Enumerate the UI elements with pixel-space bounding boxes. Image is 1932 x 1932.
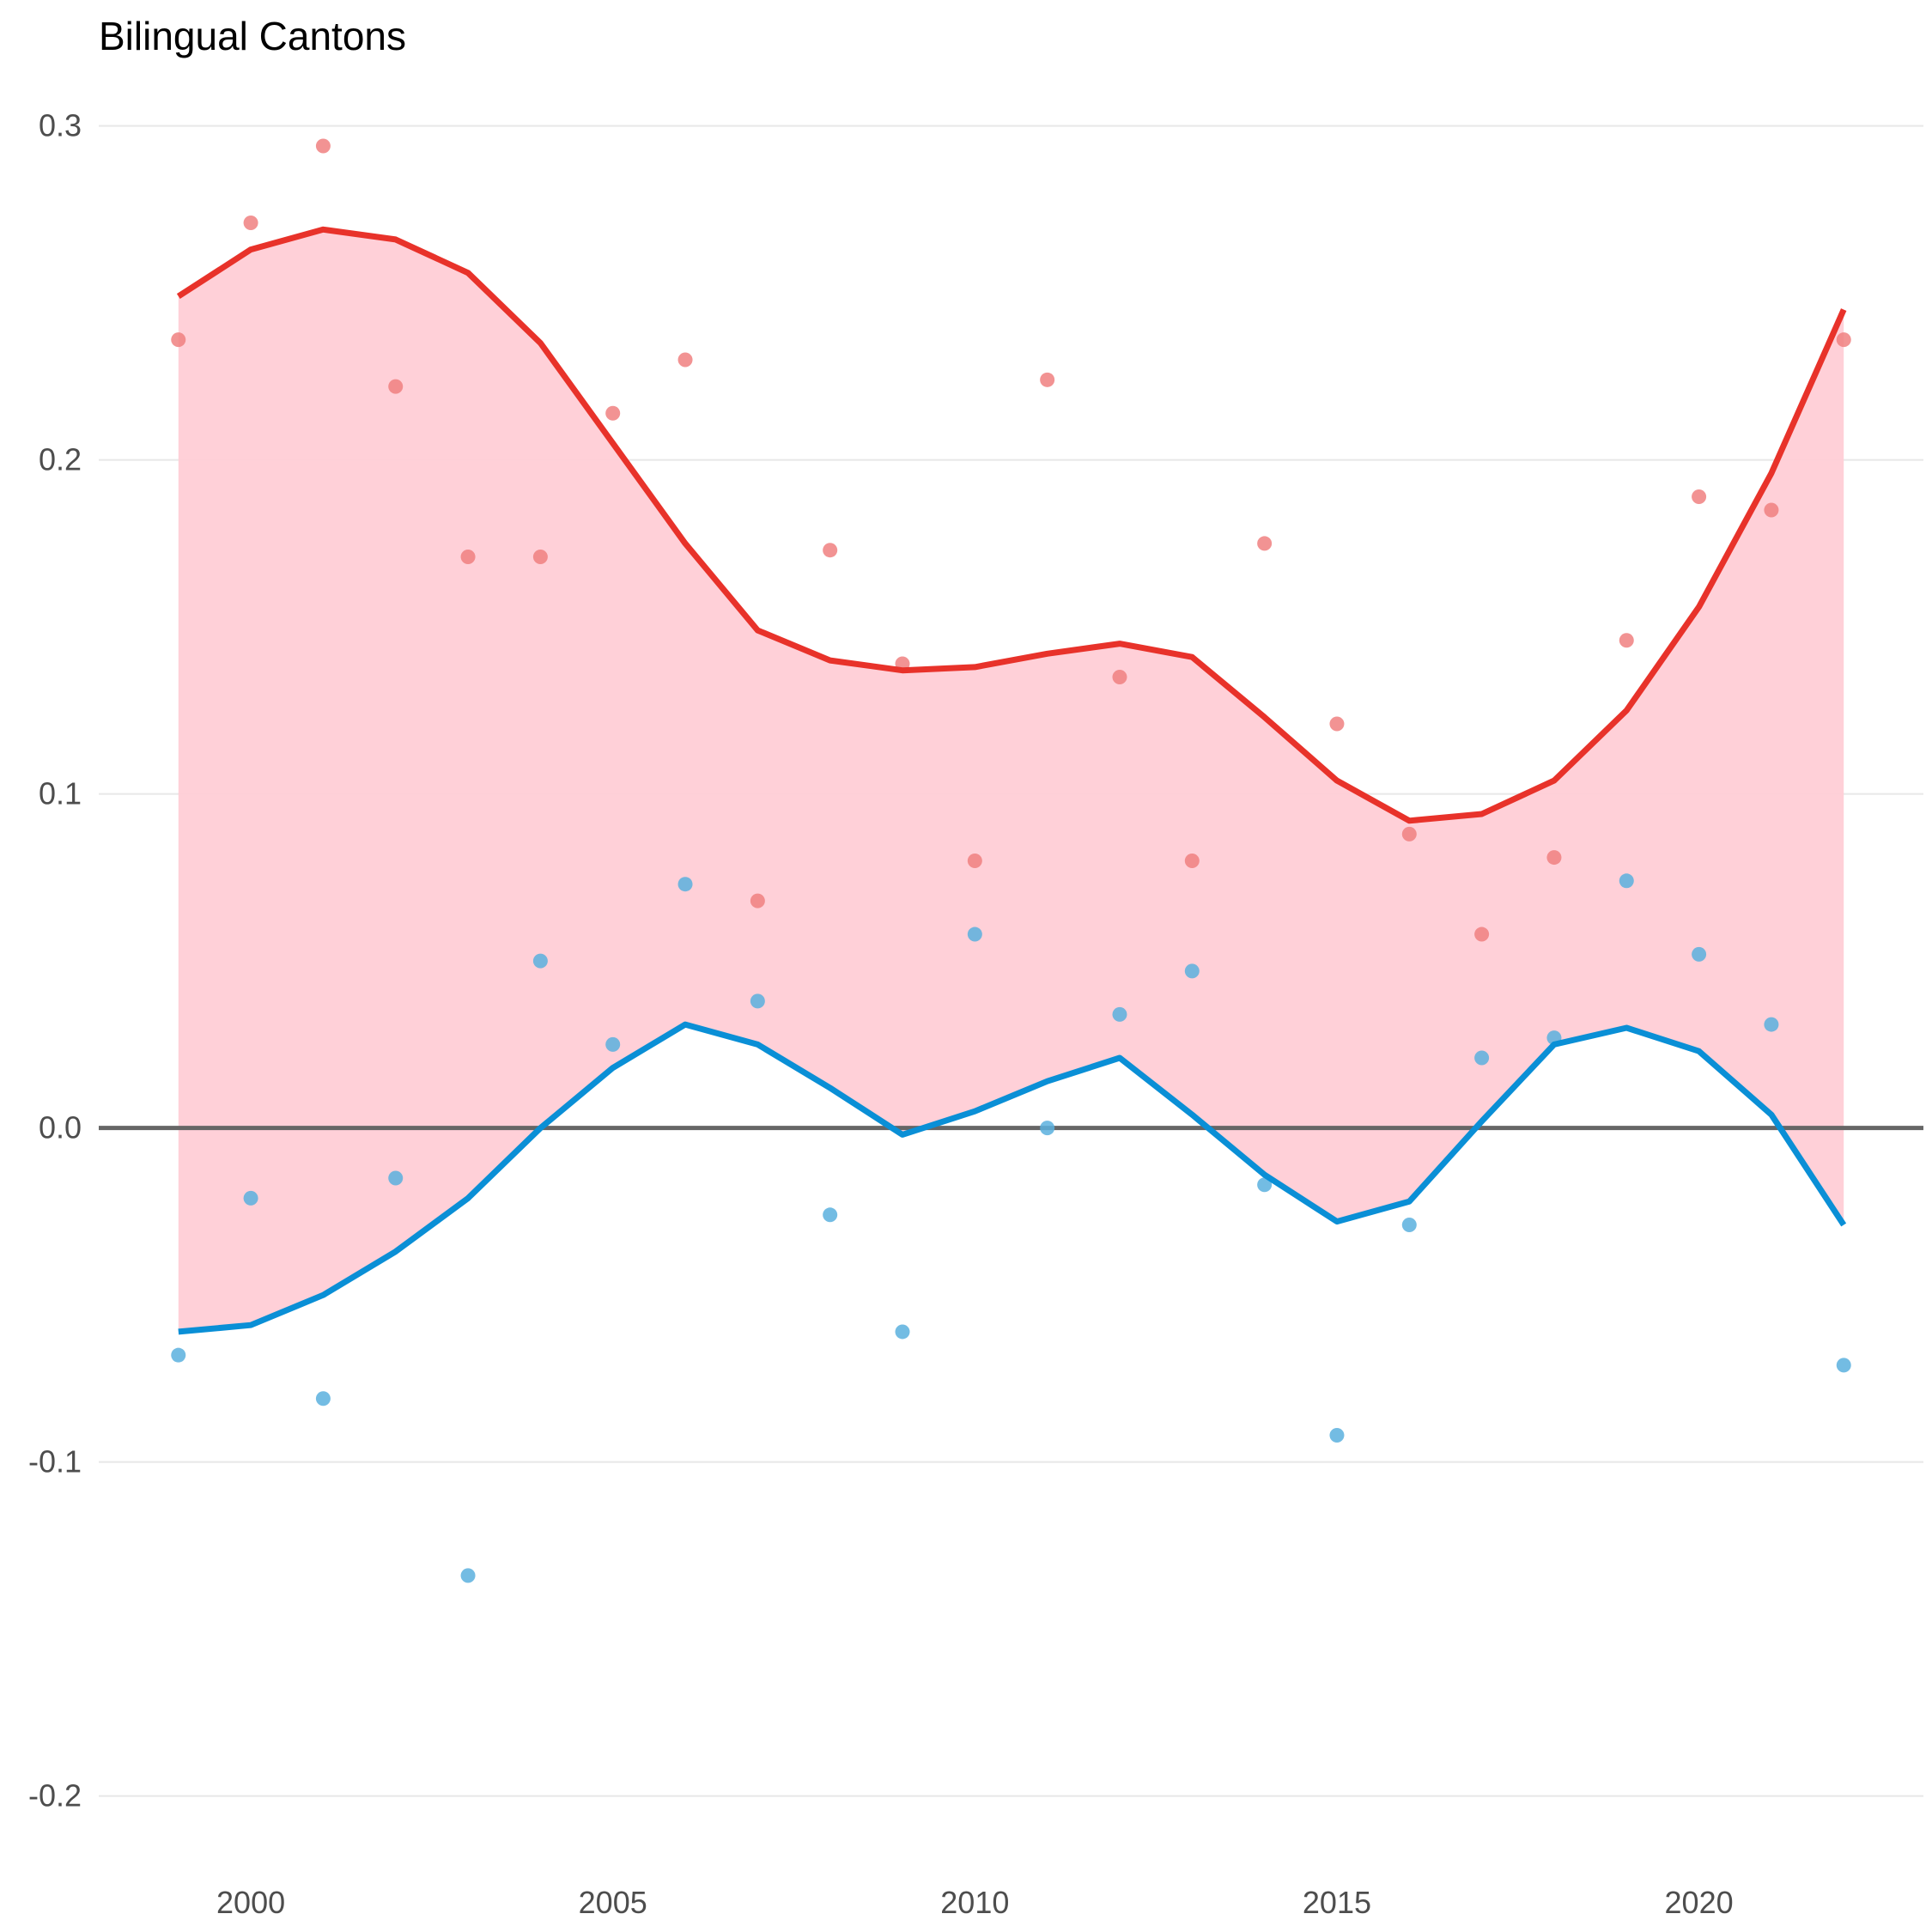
upper-point-2022: [1836, 332, 1851, 348]
upper-point-2002: [388, 379, 404, 394]
lower-point-2005: [605, 1036, 621, 1052]
lower-point-2000: [243, 1190, 258, 1206]
lower-point-2009: [895, 1324, 910, 1340]
y-tick-label: 0.2: [39, 442, 82, 477]
y-axis-ticks: -0.2 -0.1 0.0 0.1 0.2 0.3: [28, 108, 82, 1814]
lower-point-2002: [388, 1170, 404, 1186]
lower-point-2013: [1184, 963, 1200, 979]
y-tick-label: 0.0: [39, 1110, 82, 1145]
lower-point-2021: [1764, 1017, 1779, 1032]
upper-point-2020: [1692, 489, 1707, 504]
lower-point-2011: [1040, 1121, 1055, 1136]
lower-series-line: [178, 1021, 1847, 1335]
lower-points: [171, 873, 1851, 1583]
lower-point-2012: [1112, 1006, 1127, 1022]
lower-point-2001: [315, 1391, 331, 1406]
lower-point-2016: [1401, 1217, 1417, 1232]
upper-point-2018: [1546, 850, 1562, 866]
upper-points: [171, 138, 1851, 942]
y-tick-label: -0.1: [28, 1444, 82, 1479]
upper-point-1999: [171, 332, 186, 348]
upper-point-2021: [1764, 502, 1779, 518]
y-tick-label: 0.3: [39, 108, 82, 143]
upper-point-2017: [1474, 927, 1490, 942]
lower-point-2003: [460, 1568, 476, 1583]
x-tick-label: 2005: [579, 1885, 647, 1920]
lower-point-2010: [967, 927, 982, 942]
upper-point-2013: [1184, 853, 1200, 868]
x-axis-ticks: 2000 2005 2010 2015 2020: [216, 1885, 1734, 1920]
x-tick-label: 2010: [940, 1885, 1009, 1920]
chart-title: Bilingual Cantons: [99, 14, 406, 58]
upper-point-2005: [605, 405, 621, 421]
lower-point-2014: [1257, 1177, 1273, 1193]
upper-point-2001: [315, 138, 331, 154]
x-tick-label: 2020: [1665, 1885, 1734, 1920]
lower-point-2019: [1619, 873, 1634, 889]
upper-point-2012: [1112, 670, 1127, 685]
upper-point-2007: [750, 893, 765, 908]
upper-point-2011: [1040, 372, 1055, 387]
upper-point-2015: [1329, 716, 1345, 732]
lower-point-1999: [171, 1347, 186, 1363]
upper-point-2014: [1257, 536, 1273, 551]
x-tick-label: 2015: [1303, 1885, 1371, 1920]
upper-point-2006: [677, 352, 693, 368]
lower-point-2020: [1692, 946, 1707, 962]
upper-point-2000: [243, 215, 258, 230]
lower-point-2004: [532, 953, 548, 969]
upper-point-2004: [532, 549, 548, 564]
lower-point-2007: [750, 993, 765, 1009]
lower-point-2008: [823, 1207, 838, 1223]
lower-point-2022: [1836, 1358, 1851, 1373]
upper-point-2008: [823, 543, 838, 558]
lower-point-2006: [677, 877, 693, 892]
lower-point-2017: [1474, 1050, 1490, 1066]
lower-point-2015: [1329, 1428, 1345, 1443]
upper-point-2019: [1619, 633, 1634, 648]
upper-point-2010: [967, 853, 982, 868]
y-tick-label: -0.2: [28, 1778, 82, 1814]
y-tick-label: 0.1: [39, 776, 82, 811]
upper-point-2016: [1401, 826, 1417, 841]
range-ribbon: [178, 229, 1844, 1332]
upper-point-2003: [460, 549, 476, 564]
x-tick-label: 2000: [216, 1885, 285, 1920]
upper-series-line: [176, 226, 1847, 824]
